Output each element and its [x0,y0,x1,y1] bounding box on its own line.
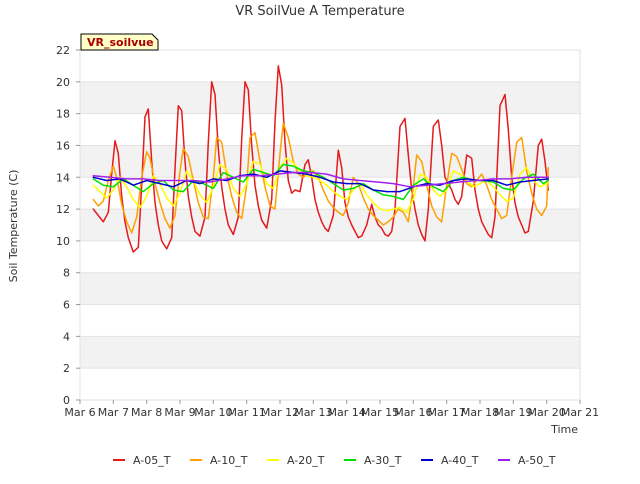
series-lines [92,65,550,253]
x-tick-label: Mar 11 [228,406,266,419]
annotation-label: VR_soilvue [87,36,154,49]
x-axis-label: Time [550,423,578,436]
series-line-a-20-t [92,157,550,214]
x-tick-label: Mar 15 [361,406,399,419]
y-tick-label: 8 [63,267,70,280]
annotation-box-shape [80,33,159,51]
x-tick-label: Mar 17 [428,406,466,419]
y-tick-label: 4 [63,330,70,343]
legend-label: A-40_T [441,454,479,467]
grid-band [80,368,580,400]
grid-band [80,272,580,305]
y-tick-label: 22 [56,44,70,57]
x-tick-label: Mar 7 [98,406,129,419]
chart-title: VR SoilVue A Temperature [235,4,404,19]
y-tick-label: 2 [63,362,70,375]
legend-label: A-05_T [133,454,171,467]
x-tick-label: Mar 16 [394,406,432,419]
y-tick-label: 6 [63,299,70,312]
x-tick-label: Mar 10 [194,406,232,419]
plot-area-frame [79,49,581,401]
x-tick-label: Mar 20 [528,406,566,419]
annotation-box: VR_soilvue [80,33,159,51]
y-tick-label: 10 [56,235,70,248]
grid-band [80,240,580,273]
y-tick-label: 12 [56,203,70,216]
y-axis-ticks: 0 2 4 6 8 10 12 14 16 18 20 22 [56,44,80,407]
x-tick-label: Mar 18 [461,406,499,419]
y-tick-label: 14 [56,171,70,184]
grid-band [80,145,580,178]
y-tick-label: 18 [56,108,70,121]
grid-band [80,336,580,369]
y-tick-label: 20 [56,76,70,89]
x-tick-label: Mar 8 [131,406,162,419]
x-tick-label: Mar 21 [561,406,599,419]
x-tick-label: Mar 19 [494,406,532,419]
grid-band [80,81,580,114]
grid-band [80,50,580,82]
x-tick-label: Mar 9 [164,406,195,419]
y-axis-label: Soil Temperature (C) [7,170,20,283]
legend: A-05_T A-10_T A-20_T A-30_T A-40_T A-50_T [113,454,556,467]
x-tick-label: Mar 6 [64,406,95,419]
legend-label: A-20_T [287,454,325,467]
legend-label: A-10_T [210,454,248,467]
y-tick-label: 16 [56,139,70,152]
x-tick-label: Mar 14 [328,406,366,419]
grid-band [80,304,580,337]
grid-band [80,113,580,146]
legend-label: A-30_T [364,454,402,467]
x-tick-label: Mar 13 [294,406,332,419]
x-tick-label: Mar 12 [261,406,299,419]
series-line-a-50-t [92,171,550,188]
y-tick-label: 0 [63,394,70,407]
legend-label: A-50_T [518,454,556,467]
series-line-a-40-t [92,170,550,193]
